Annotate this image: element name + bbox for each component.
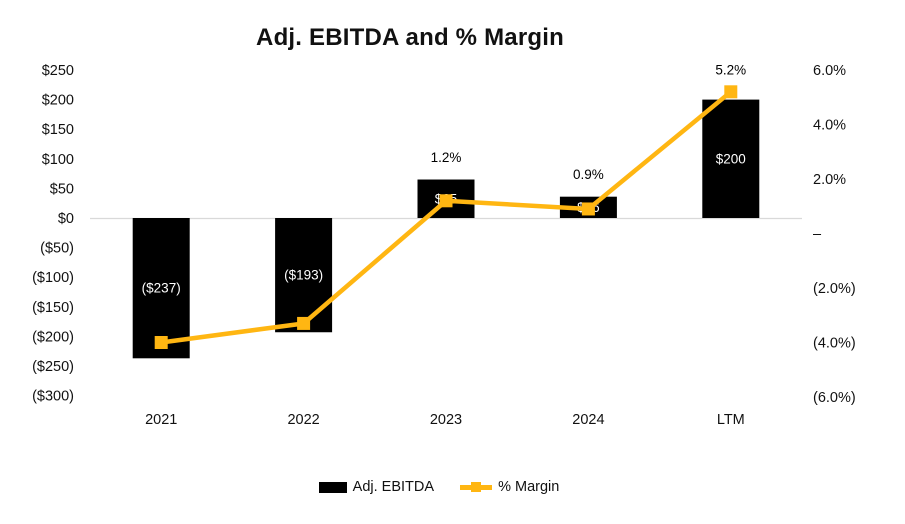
y-axis-tick-right: (4.0%) xyxy=(813,336,856,352)
line-marker-2021 xyxy=(154,336,168,349)
line-marker-2023 xyxy=(439,194,453,208)
line-marker-2024 xyxy=(581,202,595,216)
legend-line-swatch-icon xyxy=(460,481,493,494)
y-axis-tick-right: 6.0% xyxy=(813,63,846,79)
chart-title: Adj. EBITDA and % Margin xyxy=(256,24,564,51)
x-axis-label-LTM: LTM xyxy=(717,412,745,428)
y-axis-tick-right: 2.0% xyxy=(813,172,846,188)
x-axis-label-2021: 2021 xyxy=(145,412,177,428)
x-axis-label-2023: 2023 xyxy=(430,412,462,428)
bar-2022 xyxy=(275,218,333,333)
y-axis-tick-left: ($300) xyxy=(32,389,74,405)
y-axis-tick-left: $250 xyxy=(42,63,74,79)
legend-bar-swatch-icon xyxy=(318,481,347,493)
bar-value-label-2021: ($237) xyxy=(142,281,181,296)
y-axis-tick-left: ($50) xyxy=(40,241,74,257)
line-marker-2022 xyxy=(297,316,311,330)
y-axis-tick-left: $0 xyxy=(58,211,74,227)
legend-item-adj-ebitda: Adj. EBITDA xyxy=(318,479,435,495)
legend-label-adj-ebitda: Adj. EBITDA xyxy=(352,479,435,495)
bar-LTM xyxy=(702,99,760,218)
y-axis-tick-left: ($200) xyxy=(32,329,74,345)
x-axis-label-2024: 2024 xyxy=(572,412,604,428)
line-marker-LTM xyxy=(724,85,738,99)
y-axis-tick-left: $200 xyxy=(42,93,74,109)
y-axis-tick-right: – xyxy=(813,227,822,243)
y-axis-tick-left: $50 xyxy=(50,181,74,197)
y-axis-tick-right: (6.0%) xyxy=(813,390,856,406)
y-axis-tick-left: ($100) xyxy=(32,270,74,286)
bar-value-label-LTM: $200 xyxy=(716,151,746,166)
bar-value-label-2022: ($193) xyxy=(284,268,323,283)
y-axis-tick-left: $100 xyxy=(42,152,74,168)
x-axis-label-2022: 2022 xyxy=(287,412,319,428)
y-axis-tick-right: (2.0%) xyxy=(813,281,856,297)
y-axis-tick-left: ($150) xyxy=(32,300,74,316)
y-axis-tick-right: 4.0% xyxy=(813,118,846,134)
y-axis-tick-left: $150 xyxy=(42,122,74,138)
y-axis-tick-left: ($250) xyxy=(32,359,74,375)
legend-label-margin: % Margin xyxy=(498,479,560,495)
legend-item-margin: % Margin xyxy=(460,479,559,495)
margin-value-label-2024: 0.9% xyxy=(573,167,604,182)
bar-2021 xyxy=(132,218,190,359)
margin-value-label-LTM: 5.2% xyxy=(715,62,746,77)
margin-value-label-2023: 1.2% xyxy=(431,150,462,165)
legend: Adj. EBITDA % Margin xyxy=(0,479,878,495)
